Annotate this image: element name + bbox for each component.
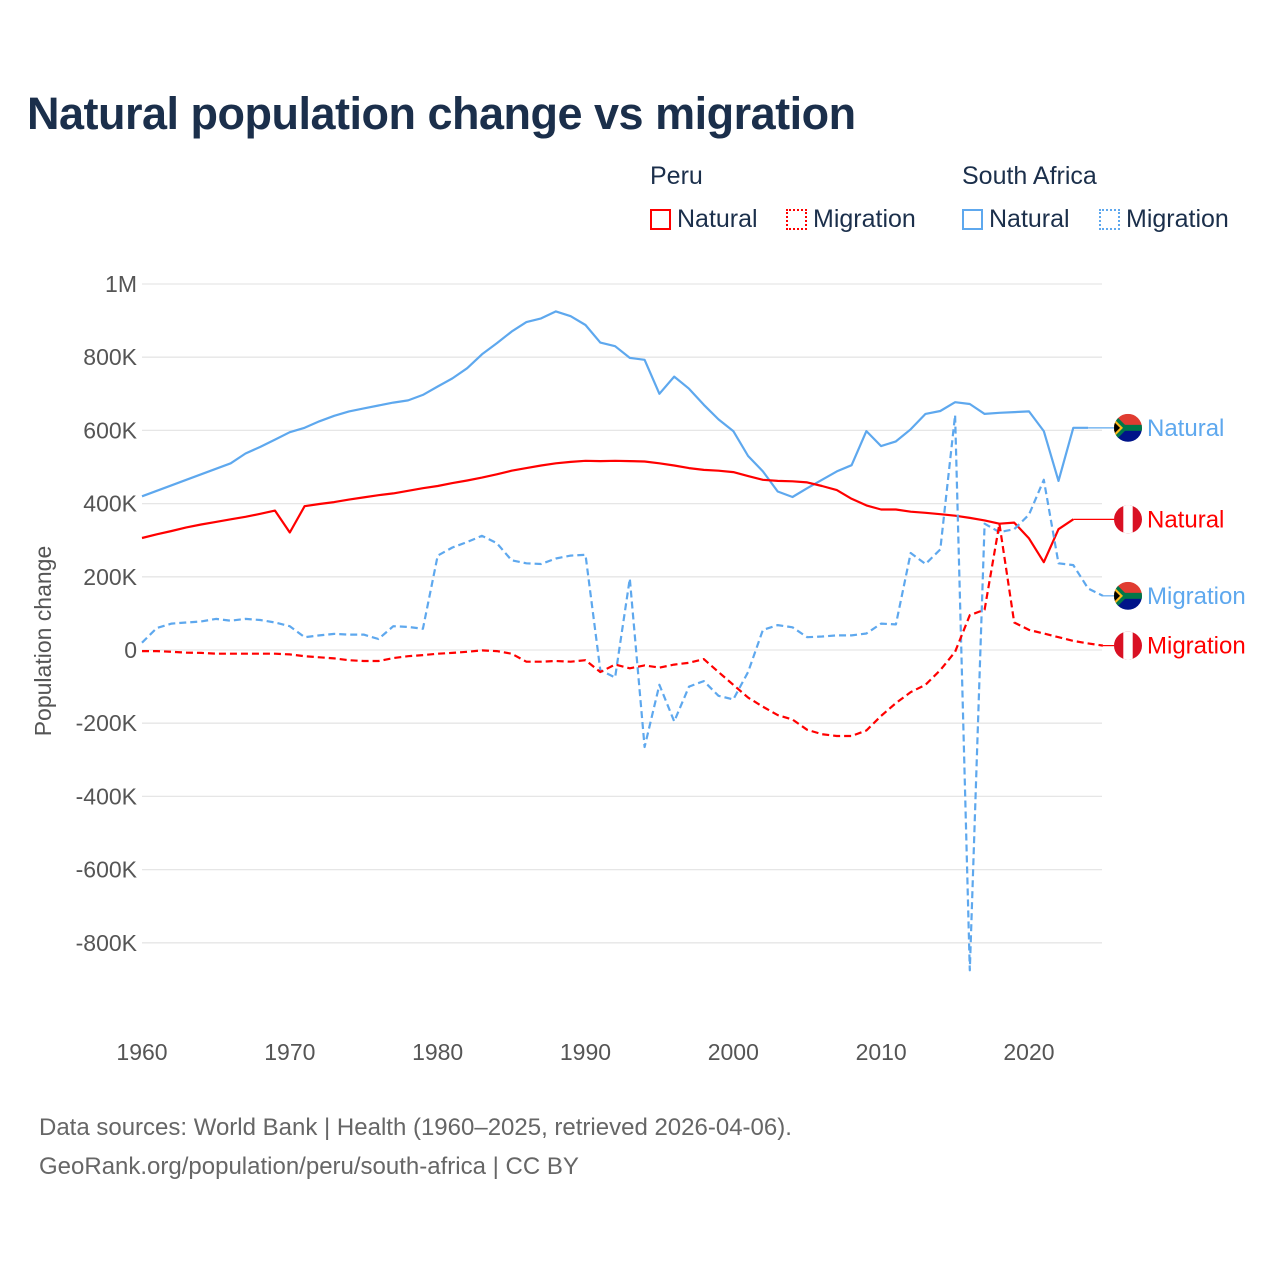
peru-flag-icon (1114, 631, 1142, 660)
peru-flag-icon (1114, 505, 1142, 534)
y-tick-label: 800K (83, 344, 137, 370)
x-tick-label: 1980 (412, 1039, 463, 1065)
series-line-south-africa-natural[interactable] (141, 310, 1089, 499)
legend-group-peru: Peru (650, 162, 703, 190)
end-label: Migration (1147, 583, 1246, 610)
legend-label: Natural (677, 205, 758, 233)
series-line-peru-natural[interactable] (141, 459, 1074, 564)
end-label: Natural (1147, 506, 1224, 533)
legend-south-africa-migration[interactable]: Migration (1099, 205, 1229, 234)
south-africa-flag-icon (1114, 413, 1142, 442)
legend-swatch-solid-icon (650, 209, 671, 230)
y-tick-label: 200K (83, 564, 137, 590)
y-tick-label: -800K (76, 930, 138, 956)
legend-label: Natural (989, 205, 1070, 233)
x-tick-label: 1970 (264, 1039, 315, 1065)
legend-peru-migration[interactable]: Migration (786, 205, 916, 234)
legend-group-south-africa: South Africa (962, 162, 1097, 190)
source-link[interactable]: GeoRank.org/population/peru/south-africa… (39, 1153, 579, 1180)
end-label: Migration (1147, 633, 1246, 660)
y-tick-label: -200K (76, 710, 138, 736)
x-tick-label: 2010 (856, 1039, 907, 1065)
y-tick-label: 400K (83, 491, 137, 517)
y-axis-label: Population change (30, 546, 56, 737)
legend-peru-natural[interactable]: Natural (650, 205, 758, 234)
source-note: Data sources: World Bank | Health (1960–… (39, 1114, 792, 1141)
x-tick-label: 2020 (1003, 1039, 1054, 1065)
legend-swatch-solid-icon (962, 209, 983, 230)
x-tick-label: 1960 (116, 1039, 167, 1065)
footer: Data sources: World Bank | Health (1960–… (39, 1108, 792, 1186)
y-tick-label: -600K (76, 857, 138, 883)
y-tick-label: 600K (83, 417, 137, 443)
south-africa-flag-icon (1114, 581, 1142, 610)
series-line-peru-migration[interactable] (142, 522, 1104, 738)
y-tick-label: -400K (76, 783, 138, 809)
legend-swatch-dotted-icon (1099, 209, 1120, 230)
legend-label: Migration (813, 205, 916, 233)
series-line-south-africa-migration[interactable] (141, 413, 1104, 972)
y-tick-label: 1M (105, 271, 137, 297)
x-tick-label: 1990 (560, 1039, 611, 1065)
legend-south-africa-natural[interactable]: Natural (962, 205, 1070, 234)
chart-title: Natural population change vs migration (27, 88, 856, 139)
legend-swatch-dotted-icon (786, 209, 807, 230)
legend-label: Migration (1126, 205, 1229, 233)
y-tick-label: 0 (124, 637, 137, 663)
end-label: Natural (1147, 415, 1224, 442)
x-tick-label: 2000 (708, 1039, 759, 1065)
